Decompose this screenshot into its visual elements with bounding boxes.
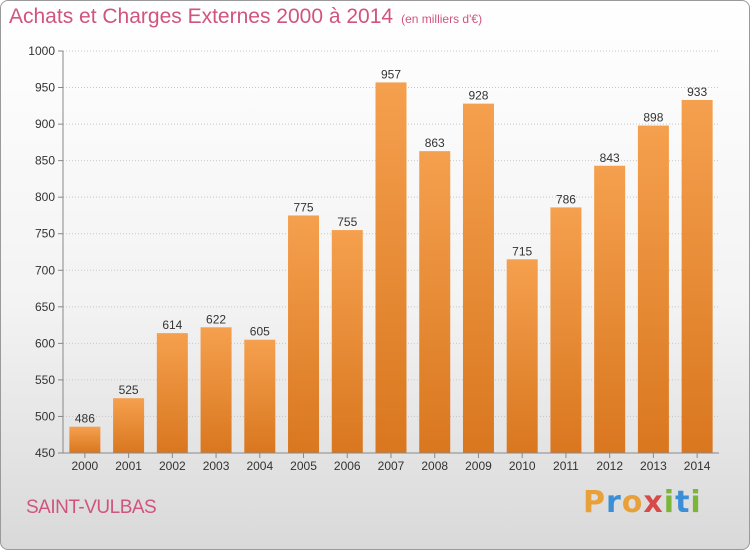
x-tick-label: 2011	[553, 459, 579, 473]
y-tick-label: 550	[35, 373, 55, 387]
x-tick-label: 2003	[203, 459, 230, 473]
bar	[69, 426, 101, 453]
y-tick-label: 600	[35, 336, 55, 350]
x-tick-label: 2009	[465, 459, 492, 473]
bar-value-label: 614	[162, 318, 182, 332]
place-name: SAINT-VULBAS	[26, 497, 157, 518]
bar-value-label: 622	[206, 312, 226, 326]
bar-value-label: 605	[250, 325, 270, 339]
logo-letter: t	[675, 485, 691, 520]
bar	[637, 125, 669, 453]
logo-letter: o	[621, 485, 644, 520]
bar	[331, 230, 363, 453]
bar-value-label: 715	[512, 244, 532, 258]
bar	[506, 259, 538, 453]
bar	[550, 207, 582, 453]
bar	[681, 99, 713, 453]
proxiti-logo: Proxiti	[583, 485, 702, 520]
y-tick-label: 800	[35, 190, 55, 204]
bar-value-label: 775	[294, 200, 314, 214]
bar-value-label: 933	[687, 85, 707, 99]
x-tick-label: 2012	[596, 459, 623, 473]
logo-letter: P	[583, 485, 606, 520]
bar-value-label: 755	[337, 215, 357, 229]
bar	[419, 151, 451, 453]
y-tick-label: 850	[35, 154, 55, 168]
x-tick-label: 2004	[246, 459, 273, 473]
y-tick-label: 750	[35, 227, 55, 241]
bar	[156, 333, 188, 453]
logo-letter: i	[690, 485, 702, 520]
x-tick-label: 2013	[640, 459, 667, 473]
title-text: Achats et Charges Externes 2000 à 2014	[9, 5, 394, 28]
bar-value-label: 486	[75, 412, 95, 426]
y-tick-label: 1000	[28, 44, 55, 58]
x-tick-label: 2002	[159, 459, 186, 473]
x-tick-label: 2008	[421, 459, 448, 473]
y-axis: 450 500 550 600 650 700 750 800 850 900 950 1000	[28, 44, 64, 460]
bar-value-label: 525	[119, 383, 139, 397]
x-tick-label: 2006	[334, 459, 361, 473]
bar-value-label: 786	[556, 192, 576, 206]
bar-value-label: 863	[425, 136, 445, 150]
chart-subtitle: (en milliers d'€)	[401, 12, 483, 26]
x-tick-label: 2001	[115, 459, 142, 473]
bar-value-label: 957	[381, 67, 401, 81]
x-axis: 2000 2001 2002 2003 2004 2005 2006 2007 2008 2009…	[63, 452, 719, 473]
y-tick-label: 650	[35, 300, 55, 314]
bar	[594, 165, 626, 453]
y-tick-label: 900	[35, 117, 55, 131]
bars: 486 525 614 622 605 775 755 957 863 928 715 786 843 8…	[69, 67, 713, 454]
chart-title: Achats et Charges Externes 2000 à 2014 (e…	[9, 5, 482, 29]
bar-value-label: 898	[643, 111, 663, 125]
bar	[244, 339, 276, 453]
logo-letter: r	[606, 485, 622, 520]
bar-value-label: 928	[468, 89, 488, 103]
bar	[200, 327, 232, 453]
y-tick-label: 950	[35, 81, 55, 95]
y-tick-label: 500	[35, 409, 55, 423]
y-tick-label: 700	[35, 263, 55, 277]
bar	[288, 215, 320, 453]
bar	[462, 103, 494, 453]
logo-letter: x	[643, 485, 664, 520]
x-tick-label: 2007	[378, 459, 405, 473]
x-tick-label: 2000	[72, 459, 99, 473]
x-tick-label: 2010	[509, 459, 536, 473]
bar	[113, 398, 145, 453]
bar-value-label: 843	[600, 151, 620, 165]
bar	[375, 82, 407, 454]
logo-letter: i	[663, 485, 676, 520]
x-tick-label: 2014	[684, 459, 711, 473]
y-tick-label: 450	[35, 446, 55, 460]
x-tick-label: 2005	[290, 459, 317, 473]
